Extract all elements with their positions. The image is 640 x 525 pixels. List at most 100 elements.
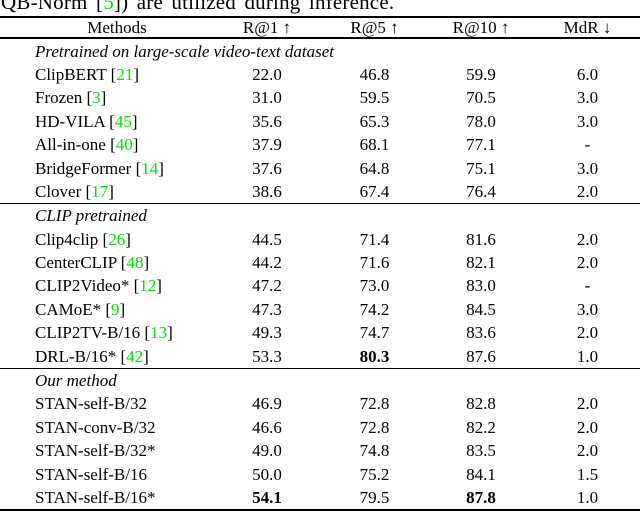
citation-link[interactable]: 14: [141, 158, 159, 178]
r1-cell: 22.0: [252, 64, 282, 84]
r1-cell: 47.2: [252, 276, 282, 296]
section-header-row: Pretrained on large-scale video-text dat…: [0, 39, 640, 62]
method-cell: STAN-self-B/32*: [0, 439, 212, 462]
method-name: DRL-B/16*: [35, 346, 117, 366]
r1-cell: 46.6: [252, 417, 282, 437]
method-name: Clover: [35, 181, 82, 201]
body-text-suffix: ]) are utilized during inference.: [113, 0, 395, 14]
column-header-mdr: MdR ↓: [563, 18, 612, 38]
citation-link[interactable]: 26: [108, 229, 126, 249]
r10-cell: 83.0: [466, 276, 496, 296]
table-row: CAMoE* [9] 47.3 74.2 84.5 3.0: [0, 298, 640, 321]
citation-link[interactable]: 42: [126, 346, 144, 366]
method-name: Frozen: [35, 88, 83, 108]
section-label: CLIP pretrained: [35, 206, 147, 226]
table-row: CenterCLIP [48] 44.2 71.6 82.1 2.0: [0, 251, 640, 274]
citation-link[interactable]: 3: [92, 88, 101, 108]
mdr-cell: 3.0: [576, 111, 599, 131]
section-horizontal-rule: [0, 367, 640, 369]
r1-cell: 37.6: [252, 158, 282, 178]
method-name: CLIP2Video*: [35, 276, 130, 296]
body-text-prefix: QB-Norm [: [1, 0, 104, 14]
method-cell: STAN-self-B/32: [0, 392, 212, 415]
r10-cell: 77.1: [466, 135, 496, 155]
method-cell: STAN-self-B/16*: [0, 486, 212, 509]
mdr-cell: 1.0: [576, 487, 599, 507]
r10-cell: 82.8: [466, 394, 496, 414]
method-name: STAN-self-B/16*: [35, 487, 156, 507]
r5-cell: 71.4: [359, 229, 390, 249]
citation-link[interactable]: 48: [126, 253, 144, 273]
method-cell: All-in-one [40]: [35, 135, 139, 155]
method-name: HD-VILA: [35, 111, 105, 131]
method-cell: CLIP2TV-B/16 [13]: [35, 323, 173, 343]
method-name: BridgeFormer: [35, 158, 132, 178]
r1-cell: 53.3: [252, 346, 282, 366]
method-cell: BridgeFormer [14]: [35, 158, 164, 178]
r10-cell: 83.6: [466, 323, 496, 343]
r10-cell: 75.1: [466, 158, 496, 178]
r1-cell: 46.9: [252, 394, 282, 414]
mdr-cell: 2.0: [576, 394, 599, 414]
r10-cell: 59.9: [466, 64, 496, 84]
method-cell: STAN-self-B/16: [0, 462, 212, 485]
table-row: HD-VILA [45] 35.6 65.3 78.0 3.0: [0, 110, 640, 133]
citation-link[interactable]: 45: [114, 111, 132, 131]
table-row: STAN-self-B/32* 49.0 74.8 83.5 2.0: [0, 439, 640, 462]
citation-link[interactable]: 13: [150, 323, 168, 343]
section-label: Pretrained on large-scale video-text dat…: [35, 41, 334, 61]
table-row: STAN-self-B/16* 54.1 79.5 87.8 1.0: [0, 486, 640, 509]
mdr-cell: 2.0: [576, 253, 599, 273]
method-name: STAN-self-B/32*: [35, 441, 156, 461]
citation-link[interactable]: 12: [139, 276, 157, 296]
r5-cell: 73.0: [359, 276, 390, 296]
r1-cell: 37.9: [252, 135, 282, 155]
mdr-cell: 1.0: [576, 346, 599, 366]
mdr-cell: 1.5: [576, 464, 599, 484]
r1-cell: 31.0: [252, 88, 282, 108]
method-name: STAN-conv-B/32: [35, 417, 156, 437]
method-cell: Clover [17]: [35, 181, 114, 201]
r5-cell: 74.8: [359, 441, 390, 461]
citation-link[interactable]: 17: [91, 181, 109, 201]
mdr-cell: 3.0: [576, 88, 599, 108]
r5-cell: 71.6: [359, 253, 390, 273]
method-name: STAN-self-B/32: [35, 394, 147, 414]
method-cell: CenterCLIP [48]: [35, 253, 150, 273]
table-row: Clip4clip [26] 44.5 71.4 81.6 2.0: [0, 228, 640, 251]
method-name: All-in-one: [35, 135, 106, 155]
citation-link[interactable]: 21: [116, 64, 134, 84]
mdr-cell: -: [584, 276, 591, 296]
mdr-cell: -: [584, 135, 591, 155]
r10-cell: 87.6: [466, 346, 496, 366]
top-rule-row: [0, 16, 640, 19]
r5-cell: 68.1: [359, 135, 390, 155]
r5-cell: 74.2: [359, 299, 390, 319]
r5-cell: 59.5: [359, 88, 390, 108]
method-cell: DRL-B/16* [42]: [35, 346, 149, 366]
r10-cell: 82.1: [466, 253, 496, 273]
citation-link[interactable]: 5: [103, 0, 114, 14]
r10-cell: 83.5: [466, 441, 496, 461]
section-label: Our method: [35, 371, 117, 391]
r10-cell: 87.8: [466, 487, 496, 507]
method-name: Clip4clip: [35, 229, 99, 249]
r1-cell: 49.0: [252, 441, 282, 461]
r10-cell: 76.4: [466, 181, 496, 201]
table-row: All-in-one [40] 37.9 68.1 77.1 -: [0, 133, 640, 156]
r5-cell: 46.8: [359, 64, 390, 84]
section-header-row: Our method: [0, 369, 640, 392]
mdr-cell: 2.0: [576, 181, 599, 201]
table-row: DRL-B/16* [42] 53.3 80.3 87.6 1.0: [0, 344, 640, 367]
r10-cell: 70.5: [466, 88, 496, 108]
section-horizontal-rule: [0, 203, 640, 205]
table-row: CLIP2Video* [12] 47.2 73.0 83.0 -: [0, 274, 640, 297]
r1-cell: 50.0: [252, 464, 282, 484]
citation-link[interactable]: 40: [115, 135, 133, 155]
citation-link[interactable]: 9: [111, 299, 120, 319]
method-name: CAMoE*: [35, 299, 102, 319]
table-row: STAN-conv-B/32 46.6 72.8 82.2 2.0: [0, 416, 640, 439]
top-horizontal-rule: [0, 16, 640, 19]
table-row: ClipBERT [21] 22.0 46.8 59.9 6.0: [0, 63, 640, 86]
r10-cell: 78.0: [466, 111, 496, 131]
